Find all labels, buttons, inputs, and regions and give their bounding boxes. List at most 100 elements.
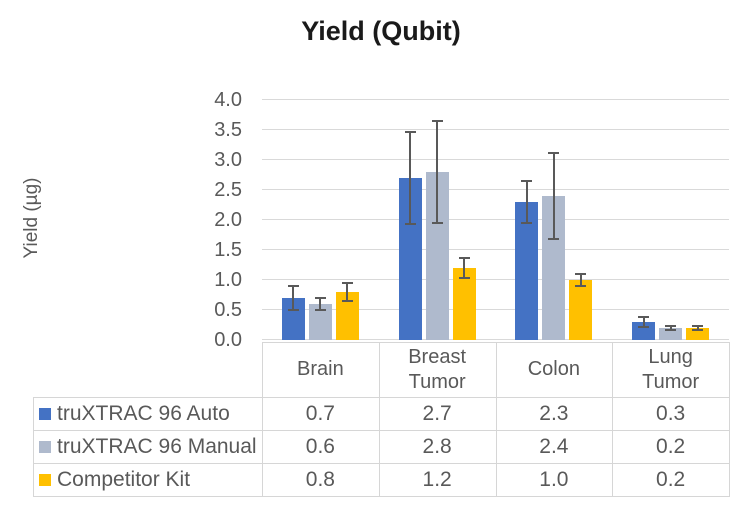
y-axis-title: Yield (µg): [21, 177, 42, 259]
error-bar-competitor-kit-brain: [346, 283, 349, 301]
table-column-border: [379, 342, 380, 496]
error-cap-bottom: [665, 329, 677, 332]
table-column-border: [262, 342, 263, 496]
error-bar-truxtrac-96-auto-breast-tumor: [409, 132, 412, 224]
gridline: [262, 129, 729, 130]
error-cap-bottom: [521, 222, 533, 224]
y-tick-label-3-0: 3.0: [214, 149, 242, 171]
error-bar-truxtrac-96-manual-colon: [552, 152, 555, 240]
gridline: [262, 309, 729, 310]
error-bar-truxtrac-96-auto-brain: [292, 286, 295, 310]
table-value-competitor-kit-breast-tumor: 1.2: [422, 467, 452, 491]
error-cap-bottom: [548, 238, 560, 241]
bar-competitor-kit-colon: [569, 280, 593, 340]
table-header-breast-tumor: Breast Tumor: [379, 342, 496, 397]
category-label: Lung Tumor: [642, 345, 700, 393]
gridline: [262, 249, 729, 250]
table-value-truxtrac-96-auto-colon: 2.3: [539, 401, 569, 425]
table-value-truxtrac-96-manual-lung-tumor: 0.2: [656, 434, 686, 458]
bar-competitor-kit-brain: [335, 292, 359, 340]
bar-truxtrac-96-manual-lung-tumor: [659, 328, 683, 340]
error-cap-bottom: [404, 222, 416, 225]
error-bar-truxtrac-96-auto-colon: [525, 181, 528, 223]
gridline: [262, 279, 729, 280]
category-label: Breast Tumor: [408, 345, 467, 393]
table-value-truxtrac-96-auto-breast-tumor: 2.7: [422, 401, 452, 425]
bar-competitor-kit-breast-tumor: [452, 268, 476, 340]
error-cap-top: [638, 316, 650, 319]
table-border-left: [33, 397, 34, 496]
error-cap-top: [458, 256, 470, 259]
table-value-truxtrac-96-auto-lung-tumor: 0.3: [656, 401, 686, 425]
table-value-truxtrac-96-auto-brain: 0.7: [305, 401, 335, 425]
legend-label: Competitor Kit: [57, 467, 191, 491]
table-value-truxtrac-96-manual-breast-tumor: 2.8: [422, 434, 452, 458]
table-column-border: [729, 342, 730, 496]
bar-truxtrac-96-auto-breast-tumor: [398, 178, 422, 340]
y-tick-label-1-5: 1.5: [214, 239, 242, 261]
table-header-brain: Brain: [262, 342, 379, 397]
error-cap-bottom: [341, 300, 353, 302]
bar-truxtrac-96-manual-breast-tumor: [425, 172, 449, 340]
error-cap-top: [521, 180, 533, 182]
bar-competitor-kit-lung-tumor: [686, 328, 710, 340]
y-tick-label-0-5: 0.5: [214, 299, 242, 321]
error-cap-top: [575, 273, 587, 275]
legend-swatch-truxtrac-96-manual: [39, 440, 51, 453]
gridline: [262, 189, 729, 190]
table-row-border: [33, 430, 730, 431]
bar-truxtrac-96-auto-brain: [281, 298, 305, 340]
legend-row-competitor-kit: Competitor Kit: [34, 463, 261, 496]
error-bar-truxtrac-96-auto-lung-tumor: [642, 317, 645, 327]
table-column-border: [612, 342, 613, 496]
table-row-border: [33, 397, 730, 398]
error-cap-bottom: [638, 325, 650, 328]
error-bar-truxtrac-96-manual-lung-tumor: [669, 325, 672, 331]
error-cap-bottom: [287, 309, 299, 311]
gridline: [262, 159, 729, 160]
error-cap-bottom: [692, 329, 704, 332]
bar-truxtrac-96-auto-colon: [515, 202, 539, 340]
bar-truxtrac-96-manual-colon: [542, 196, 566, 340]
y-tick-label-1-0: 1.0: [214, 269, 242, 291]
error-cap-top: [431, 120, 443, 122]
error-cap-bottom: [431, 222, 443, 224]
y-tick-label-3-5: 3.5: [214, 119, 242, 141]
error-cap-bottom: [575, 285, 587, 287]
legend-label: truXTRAC 96 Manual: [57, 434, 257, 458]
y-tick-label-4-0: 4.0: [214, 89, 242, 111]
table-value-truxtrac-96-manual-brain: 0.6: [305, 434, 335, 458]
table-row-border: [33, 463, 730, 464]
error-cap-top: [314, 297, 326, 299]
gridline: [262, 99, 729, 100]
error-bar-competitor-kit-breast-tumor: [463, 257, 466, 279]
gridline: [262, 339, 729, 340]
table-row-border: [33, 496, 730, 497]
error-bar-competitor-kit-lung-tumor: [696, 325, 699, 331]
category-label: Brain: [297, 358, 344, 380]
legend-swatch-competitor-kit: [39, 473, 51, 486]
legend-row-truxtrac-96-auto: truXTRAC 96 Auto: [34, 397, 261, 430]
error-bar-truxtrac-96-manual-breast-tumor: [436, 121, 439, 223]
error-bar-truxtrac-96-manual-brain: [319, 298, 322, 310]
error-cap-bottom: [314, 309, 326, 311]
legend-swatch-truxtrac-96-auto: [39, 407, 51, 420]
y-tick-label-2-0: 2.0: [214, 209, 242, 231]
table-header-lung-tumor: Lung Tumor: [612, 342, 729, 397]
table-value-truxtrac-96-manual-colon: 2.4: [539, 434, 569, 458]
error-cap-top: [287, 285, 299, 287]
y-tick-label-2-5: 2.5: [214, 179, 242, 201]
chart-title: Yield (Qubit): [301, 16, 461, 46]
error-cap-top: [404, 131, 416, 134]
category-label: Colon: [527, 358, 580, 380]
y-tick-label-0-0: 0.0: [214, 329, 242, 351]
table-value-competitor-kit-colon: 1.0: [539, 467, 569, 491]
table-header-colon: Colon: [496, 342, 613, 397]
gridline: [262, 219, 729, 220]
error-cap-top: [341, 282, 353, 284]
error-cap-top: [548, 151, 560, 154]
legend-label: truXTRAC 96 Auto: [57, 401, 230, 425]
error-cap-bottom: [458, 277, 470, 280]
legend-row-truxtrac-96-manual: truXTRAC 96 Manual: [34, 430, 261, 463]
